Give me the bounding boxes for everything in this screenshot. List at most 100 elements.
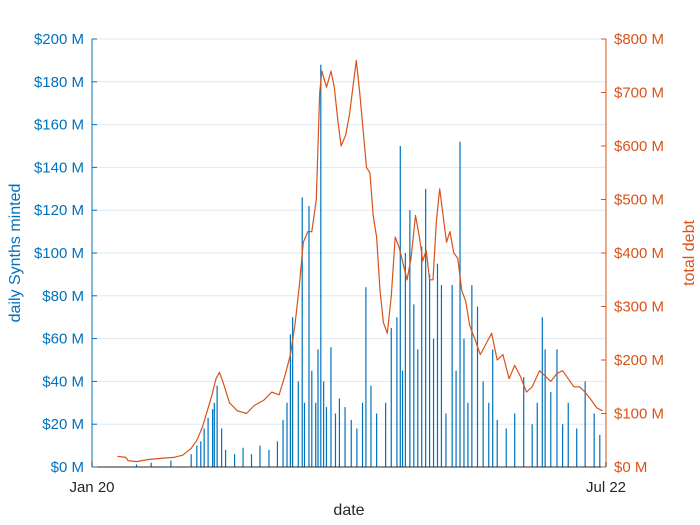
bar-daily-synths <box>303 402 306 467</box>
bar-daily-synths <box>292 317 294 467</box>
bar-daily-synths <box>482 381 484 467</box>
bar-daily-synths <box>404 253 406 467</box>
bar-daily-synths <box>221 428 223 467</box>
bar-daily-synths <box>467 402 469 467</box>
bar-daily-synths <box>440 285 443 467</box>
bar-daily-synths <box>471 285 473 467</box>
bar-daily-synths <box>385 402 387 467</box>
bar-daily-synths <box>459 141 461 467</box>
y-tick-label-left: $40 M <box>42 373 84 390</box>
y-tick-label-right: $300 M <box>614 299 664 316</box>
bar-daily-synths <box>488 402 490 467</box>
y-tick-label-left: $60 M <box>42 331 84 348</box>
bar-daily-synths <box>428 274 431 467</box>
y-tick-label-right: $200 M <box>614 352 664 369</box>
bar-daily-synths <box>286 402 288 467</box>
bar-daily-synths <box>323 381 325 467</box>
y-axis-label-left: daily Synths minted <box>7 184 24 323</box>
line-total-debt <box>117 59 603 463</box>
bar-daily-synths <box>536 402 538 467</box>
bar-daily-synths <box>399 146 401 467</box>
bar-daily-synths <box>436 263 439 467</box>
bar-daily-synths <box>451 285 453 467</box>
bar-daily-synths <box>455 370 457 467</box>
y-ticks-left: $0 M $20 M $40 M $60 M $80 M $100 M $120 M $140… <box>34 31 97 476</box>
bar-daily-synths <box>370 385 372 467</box>
bar-daily-synths <box>268 449 270 467</box>
bar-daily-synths <box>562 424 564 467</box>
y-tick-label-right: $400 M <box>614 245 664 262</box>
bar-daily-synths <box>361 402 364 467</box>
bar-daily-synths <box>315 402 317 467</box>
grid-lines <box>92 38 606 468</box>
bar-daily-synths <box>541 317 543 467</box>
bar-series-daily-synths-minted <box>135 64 601 468</box>
y-tick-label-left: $160 M <box>34 117 84 134</box>
bar-daily-synths <box>282 419 284 467</box>
x-ticks: Jan 20 Jul 22 <box>69 462 626 496</box>
bar-daily-synths <box>463 338 465 467</box>
bar-daily-synths <box>356 428 358 467</box>
bar-daily-synths <box>242 447 244 467</box>
bar-daily-synths <box>476 306 479 467</box>
bar-daily-synths <box>200 441 202 467</box>
line-series-total-debt <box>117 59 603 463</box>
bar-daily-synths <box>417 349 419 467</box>
y-tick-label-right: $100 M <box>614 406 664 423</box>
bar-daily-synths <box>320 64 322 468</box>
y-tick-label-left: $180 M <box>34 74 84 91</box>
bar-daily-synths <box>213 402 215 467</box>
bar-daily-synths <box>544 349 546 467</box>
bar-daily-synths <box>599 434 601 467</box>
bar-daily-synths <box>390 327 392 467</box>
y-tick-label-left: $100 M <box>34 245 84 262</box>
bar-daily-synths <box>409 210 411 467</box>
y-axis-label-right: total debt <box>681 220 698 286</box>
bar-daily-synths <box>445 413 447 467</box>
x-axis-label: date <box>333 502 364 519</box>
bar-daily-synths <box>216 385 218 467</box>
bar-daily-synths <box>224 449 227 467</box>
bar-daily-synths <box>523 377 525 467</box>
y-tick-label-left: $120 M <box>34 202 84 219</box>
bar-daily-synths <box>496 419 498 467</box>
bar-daily-synths <box>311 370 313 467</box>
bar-daily-synths <box>401 370 404 467</box>
y-tick-label-right: $800 M <box>614 31 664 48</box>
bar-daily-synths <box>492 349 494 467</box>
bar-daily-synths <box>432 338 435 467</box>
y-tick-label-right: $0 M <box>614 459 647 476</box>
bar-daily-synths <box>203 428 205 467</box>
bar-daily-synths <box>297 381 299 467</box>
bar-daily-synths <box>593 413 595 467</box>
bar-daily-synths <box>289 334 291 467</box>
bar-daily-synths <box>317 349 319 467</box>
bar-daily-synths <box>376 413 378 467</box>
bar-daily-synths <box>276 441 279 467</box>
bar-daily-synths <box>576 428 578 467</box>
bar-daily-synths <box>301 197 303 468</box>
bar-daily-synths <box>531 424 533 467</box>
bar-daily-synths <box>514 413 516 467</box>
bar-daily-synths <box>425 188 427 468</box>
bar-daily-synths <box>396 317 398 467</box>
bar-daily-synths <box>190 454 192 467</box>
bar-daily-synths <box>350 419 352 467</box>
bar-daily-synths <box>413 304 415 467</box>
bar-daily-synths <box>233 454 236 467</box>
bar-daily-synths <box>334 413 337 467</box>
bar-daily-synths <box>170 460 172 467</box>
bar-daily-synths <box>567 402 569 467</box>
y-tick-label-left: $20 M <box>42 416 84 433</box>
y-tick-label-left: $80 M <box>42 288 84 305</box>
y-tick-label-left: $140 M <box>34 159 84 176</box>
x-tick-label: Jan 20 <box>69 479 114 496</box>
bar-daily-synths <box>259 445 261 467</box>
bar-daily-synths <box>584 381 586 467</box>
x-tick-label: Jul 22 <box>586 479 626 496</box>
bar-daily-synths <box>421 246 423 467</box>
y-ticks-right: $0 M $100 M $200 M $300 M $400 M $500 M $600 M… <box>601 31 664 476</box>
y-tick-label-right: $500 M <box>614 192 664 209</box>
